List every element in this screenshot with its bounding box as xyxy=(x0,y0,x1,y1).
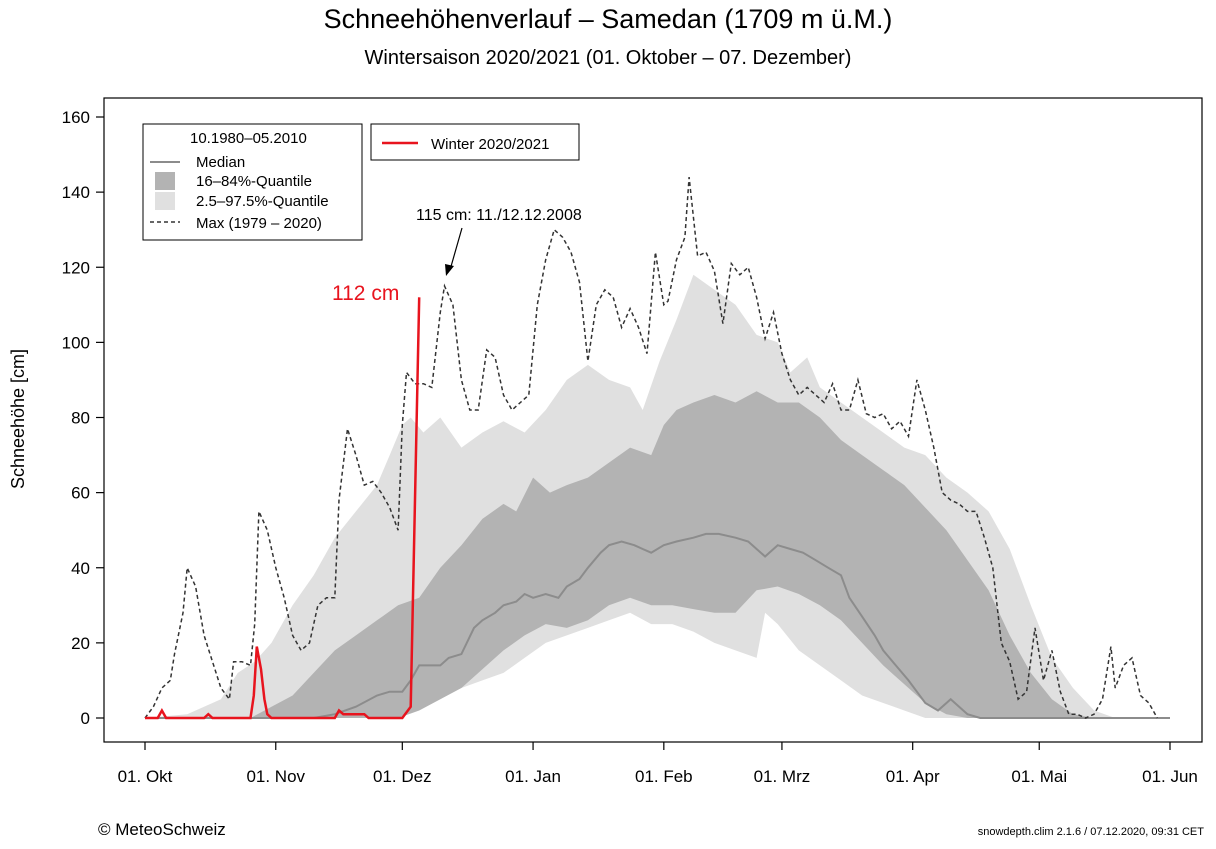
legend-q16-84-label: 16–84%-Quantile xyxy=(196,173,312,190)
max-record-label: 115 cm: 11./12.12.2008 xyxy=(416,207,582,224)
x-tick-label: 01. Mai xyxy=(1011,767,1067,786)
x-tick-label: 01. Jun xyxy=(1142,767,1198,786)
x-tick-label: 01. Jan xyxy=(505,767,561,786)
x-axis: 01. Okt 01. Nov 01. Dez 01. Jan 01. Feb 01. M… xyxy=(118,742,1198,786)
legend-median-label: Median xyxy=(196,154,245,171)
y-tick-label: 20 xyxy=(71,634,90,653)
copyright-label: © MeteoSchweiz xyxy=(98,820,226,839)
current-value-label: 112 cm xyxy=(332,282,399,305)
y-tick-label: 0 xyxy=(81,709,90,728)
x-tick-label: 01. Mrz xyxy=(754,767,811,786)
y-tick-label: 40 xyxy=(71,559,90,578)
chart-title: Schneehöhenverlauf – Samedan (1709 m ü.M… xyxy=(323,4,893,34)
area-q16-84 xyxy=(145,391,1170,718)
version-timestamp-label: snowdepth.clim 2.1.6 / 07.12.2020, 09:31… xyxy=(977,826,1204,838)
legend-q2-97-swatch xyxy=(155,192,175,210)
series-median xyxy=(145,532,1170,719)
y-tick-label: 160 xyxy=(62,108,90,127)
y-axis: 0 20 40 60 80 100 120 140 160 xyxy=(62,108,104,728)
legend-max-label: Max (1979 – 2020) xyxy=(196,215,322,232)
legend-q16-84-swatch xyxy=(155,172,175,190)
y-tick-label: 60 xyxy=(71,484,90,503)
x-tick-label: 01. Okt xyxy=(118,767,173,786)
x-tick-label: 01. Feb xyxy=(635,767,693,786)
x-tick-label: 01. Apr xyxy=(886,767,940,786)
chart-subtitle: Wintersaison 2020/2021 (01. Oktober – 07… xyxy=(364,47,852,69)
legend-winter: Winter 2020/2021 xyxy=(370,123,580,161)
x-tick-label: 01. Nov xyxy=(246,767,305,786)
series-max xyxy=(144,177,1158,719)
series-winter-2020-2021 xyxy=(145,297,421,720)
legend-winter-label: Winter 2020/2021 xyxy=(431,136,549,153)
max-record-arrowhead xyxy=(445,264,454,276)
legend-q2-97-label: 2.5–97.5%-Quantile xyxy=(196,193,329,210)
y-tick-label: 80 xyxy=(71,409,90,428)
x-tick-label: 01. Dez xyxy=(373,767,432,786)
y-tick-label: 100 xyxy=(62,333,90,352)
max-record-arrow xyxy=(449,227,463,271)
y-tick-label: 140 xyxy=(62,183,90,202)
y-axis-label: Schneehöhe [cm] xyxy=(8,349,28,489)
legend-climatology: 10.1980–05.2010 Median 16–84%-Quantile 2… xyxy=(142,123,363,241)
y-tick-label: 120 xyxy=(62,258,90,277)
legend-box-title: 10.1980–05.2010 xyxy=(190,130,307,147)
plot-frame xyxy=(103,97,1203,743)
